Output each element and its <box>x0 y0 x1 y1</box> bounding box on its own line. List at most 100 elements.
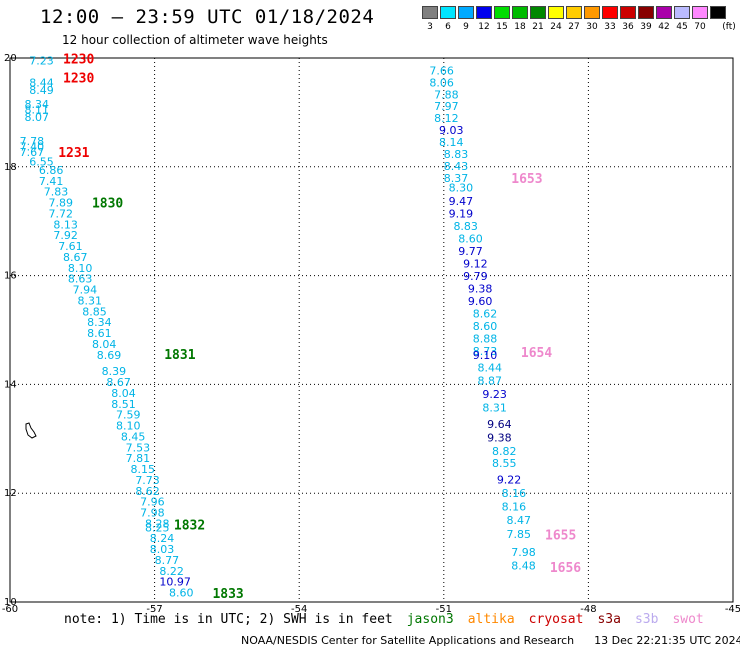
lon-tick-label: -51 <box>436 604 452 615</box>
wave-height-label: 7.85 <box>506 528 530 541</box>
wave-height-label: 8.37 <box>444 172 469 185</box>
wave-height-label: 7.94 <box>73 284 98 297</box>
generated-timestamp: 13 Dec 22:21:35 UTC 2024 <box>594 634 740 647</box>
wave-height-label: 8.24 <box>150 532 175 545</box>
map-frame <box>9 57 734 603</box>
wave-height-label: 8.62 <box>473 307 498 320</box>
wave-height-label: 7.59 <box>116 409 141 422</box>
pass-time-label: 1656 <box>550 561 581 576</box>
pass-time-label: 1653 <box>511 172 542 187</box>
wave-height-label: 8.45 <box>121 430 146 443</box>
legend-swatch <box>530 6 546 19</box>
wave-height-label: 8.03 <box>150 543 175 556</box>
lat-tick-label: 14 <box>4 379 17 390</box>
wave-height-label: 8.34 <box>24 98 49 111</box>
wave-height-label: 9.12 <box>463 257 488 270</box>
legend-swatch <box>566 6 582 19</box>
wave-height-label: 7.81 <box>126 452 150 465</box>
wave-height-label: 8.83 <box>444 148 469 161</box>
wave-height-label: 9.03 <box>439 124 464 137</box>
note-line: note: 1) Time is in UTC; 2) SWH is in fe… <box>64 612 704 627</box>
wave-height-label: 9.79 <box>463 270 488 283</box>
wave-height-label: 8.04 <box>92 338 117 351</box>
credit-line: NOAA/NESDIS Center for Satellite Applica… <box>241 634 740 647</box>
legend-label: 33 <box>604 22 616 32</box>
lon-tick-label: -45 <box>725 604 740 615</box>
legend-swatch <box>638 6 654 19</box>
legend-label: 45 <box>676 22 688 32</box>
legend-label: 70 <box>694 22 706 32</box>
legend-swatch <box>512 6 528 19</box>
wave-height-label: 8.14 <box>439 136 464 149</box>
wave-height-label: 9.38 <box>487 432 512 445</box>
pass-time-label: 1230 <box>63 52 94 67</box>
wave-height-label: 7.96 <box>140 496 165 509</box>
wave-height-label: 8.88 <box>473 333 498 346</box>
lat-tick-label: 18 <box>4 162 17 173</box>
mission-label: s3a <box>597 612 621 627</box>
legend-label: 42 <box>658 22 670 32</box>
mission-label: s3b <box>634 612 659 627</box>
wave-height-label: 8.10 <box>68 262 93 275</box>
wave-height-label: 8.44 <box>29 76 53 89</box>
lon-tick-label: -48 <box>580 604 596 615</box>
legend-swatch <box>602 6 618 19</box>
wave-height-label: 9.22 <box>497 473 522 486</box>
mission-list: jason3 altika cryosat s3a s3b swot <box>393 612 704 627</box>
wave-height-label: 7.98 <box>511 546 536 559</box>
wave-height-label: 8.77 <box>155 554 180 567</box>
wave-height-label: 7.41 <box>39 175 64 188</box>
wave-height-label: 6.86 <box>39 164 64 177</box>
legend-unit: (ft) <box>722 22 736 32</box>
page-subtitle: 12 hour collection of altimeter wave hei… <box>62 33 328 47</box>
wave-height-label: 8.43 <box>444 160 469 173</box>
wave-height-label: 8.49 <box>29 84 53 97</box>
legend-label: 21 <box>532 22 544 32</box>
legend-label: 12 <box>478 22 490 32</box>
legend-label: 18 <box>514 22 526 32</box>
wave-height-label: 9.47 <box>449 195 474 208</box>
wave-height-label: 8.39 <box>102 365 127 378</box>
wave-height-label: 8.30 <box>449 181 474 194</box>
wave-height-label: 7.88 <box>434 88 459 101</box>
wave-height-label: 9.19 <box>449 207 474 220</box>
mission-label: cryosat <box>528 612 584 627</box>
legend-label: 27 <box>568 22 580 32</box>
lon-tick-label: -57 <box>146 604 162 615</box>
wave-height-label: 8.87 <box>478 374 503 387</box>
legend-label: 6 <box>445 22 451 32</box>
wave-height-label: 9.77 <box>458 245 483 258</box>
legend-swatch <box>476 6 492 19</box>
wave-height-label: 8.10 <box>116 420 141 433</box>
legend-swatch <box>692 6 708 19</box>
legend-swatch <box>620 6 636 19</box>
wave-height-label: 8.13 <box>53 218 78 231</box>
wave-height-label: 7.78 <box>20 135 45 148</box>
wave-height-label: 8.55 <box>492 457 517 470</box>
pass-time-label: 1831 <box>164 348 195 363</box>
wave-height-label: 8.16 <box>502 501 527 514</box>
wave-height-label: 8.60 <box>473 320 498 333</box>
lat-tick-label: 20 <box>4 53 17 64</box>
legend-label: 9 <box>463 22 469 32</box>
wave-height-label: 8.61 <box>87 327 112 340</box>
wave-height-label: 8.73 <box>473 345 498 358</box>
wave-height-label: 7.97 <box>434 100 459 113</box>
wave-height-label: 8.16 <box>502 487 527 500</box>
wave-height-label: 8.31 <box>77 294 102 307</box>
wave-height-label: 8.82 <box>492 445 517 458</box>
wave-height-label: 8.85 <box>82 305 107 318</box>
note-text: note: 1) Time is in UTC; 2) SWH is in fe… <box>64 612 393 627</box>
wave-height-label: 8.12 <box>434 112 459 125</box>
legend-swatch <box>710 6 726 19</box>
wave-height-label: 8.83 <box>453 220 478 233</box>
mission-label: jason3 <box>406 612 454 627</box>
wave-height-label: 8.51 <box>111 398 136 411</box>
wave-height-label: 8.69 <box>97 349 122 362</box>
wave-height-label: 8.25 <box>145 521 170 534</box>
lon-tick-label: -60 <box>2 604 18 615</box>
wave-height-label: 8.07 <box>24 111 49 124</box>
wave-height-label: 8.28 <box>145 517 170 530</box>
wave-height-label: 8.67 <box>63 251 88 264</box>
lon-tick-label: -54 <box>291 604 307 615</box>
